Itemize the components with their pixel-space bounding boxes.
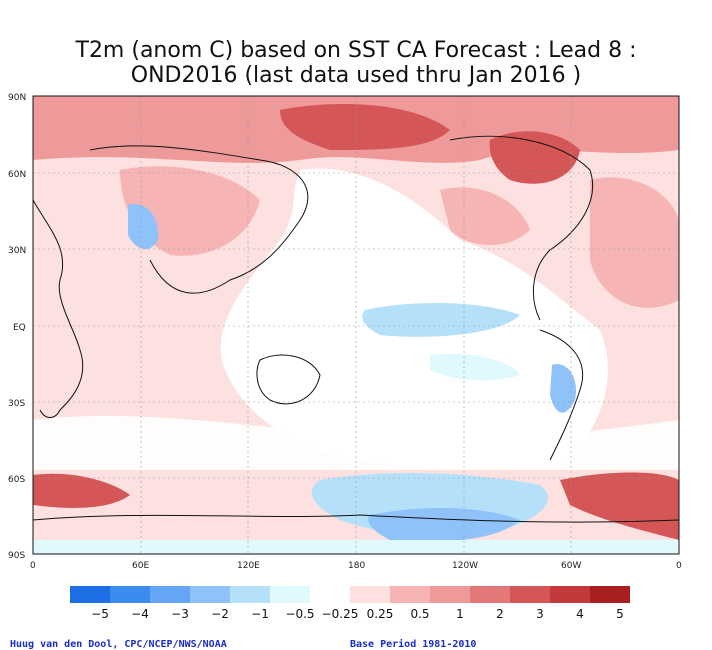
lat-label: 30S bbox=[8, 399, 25, 409]
legend-label: 1 bbox=[456, 607, 464, 621]
legend-swatch bbox=[550, 586, 590, 603]
legend-label: −4 bbox=[131, 607, 149, 621]
anomaly-region-warm-canada bbox=[489, 131, 580, 184]
legend-swatch bbox=[430, 586, 470, 603]
legend-label: −1 bbox=[251, 607, 269, 621]
legend-label: 3 bbox=[536, 607, 544, 621]
map-frame bbox=[32, 95, 680, 555]
lon-label: 60E bbox=[132, 561, 149, 571]
legend-swatch bbox=[190, 586, 230, 603]
legend-swatch bbox=[110, 586, 150, 603]
anomaly-region-warm-southern-west bbox=[33, 473, 130, 508]
color-legend: −5 −4 −3 −2 −1 −0.5 −0.25 0.25 0.5 1 2 3 4 5 bbox=[70, 586, 630, 621]
legend-swatch bbox=[230, 586, 270, 603]
lat-label: 90S bbox=[8, 551, 25, 561]
legend-swatch bbox=[470, 586, 510, 603]
coastline-south-america bbox=[539, 329, 584, 461]
legend-swatch bbox=[510, 586, 550, 603]
lat-label: 60N bbox=[8, 170, 26, 180]
credit-base-period: Base Period 1981-2010 bbox=[350, 639, 477, 650]
lon-label: 120E bbox=[237, 561, 260, 571]
map-field bbox=[33, 96, 679, 554]
graticule bbox=[33, 96, 679, 554]
legend-label: 4 bbox=[576, 607, 584, 621]
lon-label: 60W bbox=[561, 561, 581, 571]
legend-swatch bbox=[150, 586, 190, 603]
anomaly-region-warm-atlantic bbox=[590, 177, 679, 308]
legend-swatch bbox=[310, 586, 350, 603]
legend-swatch bbox=[70, 586, 110, 603]
legend-label: −2 bbox=[211, 607, 229, 621]
lon-label: 120W bbox=[452, 561, 478, 571]
legend-swatch bbox=[270, 586, 310, 603]
anomaly-region-cool-tropical-pacific bbox=[362, 303, 520, 337]
legend-label: −0.5 bbox=[285, 607, 314, 621]
map-title-line2: OND2016 (last data used thru Jan 2016 ) bbox=[130, 63, 582, 88]
map-title-line1: T2m (anom C) based on SST CA Forecast : … bbox=[75, 38, 637, 63]
legend-swatch bbox=[590, 586, 630, 603]
anomaly-region-warm-siberia bbox=[280, 104, 450, 150]
anomaly-region-cool-east-pacific bbox=[430, 353, 520, 381]
legend-swatch bbox=[350, 586, 390, 603]
coastline-asia bbox=[89, 145, 309, 294]
coastlines bbox=[33, 135, 679, 523]
lon-label: 0 bbox=[676, 561, 682, 571]
lat-label: 90N bbox=[8, 93, 26, 103]
legend-label: 5 bbox=[616, 607, 624, 621]
legend-label: −5 bbox=[91, 607, 109, 621]
legend-label: 0.5 bbox=[410, 607, 429, 621]
legend-label: −3 bbox=[171, 607, 189, 621]
legend-swatch bbox=[390, 586, 430, 603]
legend-label: −0.25 bbox=[322, 607, 359, 621]
lat-label: 60S bbox=[8, 475, 25, 485]
anomaly-region-cool-south-america bbox=[550, 364, 576, 413]
coastline-europe-africa bbox=[33, 199, 84, 418]
lon-label: 180 bbox=[348, 561, 365, 571]
legend-label: 2 bbox=[496, 607, 504, 621]
coastline-australia bbox=[256, 354, 321, 405]
coastline-antarctica bbox=[33, 514, 679, 523]
anomaly-region-warm-southern-east bbox=[560, 472, 679, 540]
anomaly-region-cool-tibet bbox=[128, 204, 159, 250]
anomaly-region-cool-antarctica-core bbox=[368, 508, 520, 542]
lat-label: 30N bbox=[8, 246, 26, 256]
coastline-north-america bbox=[449, 135, 594, 321]
legend-label: 0.25 bbox=[367, 607, 394, 621]
credit-author: Huug van den Dool, CPC/NCEP/NWS/NOAA bbox=[10, 639, 227, 650]
anomaly-region-warm-northpacific bbox=[440, 187, 530, 245]
lon-label: 0 bbox=[30, 561, 36, 571]
lat-label: EQ bbox=[13, 323, 26, 333]
